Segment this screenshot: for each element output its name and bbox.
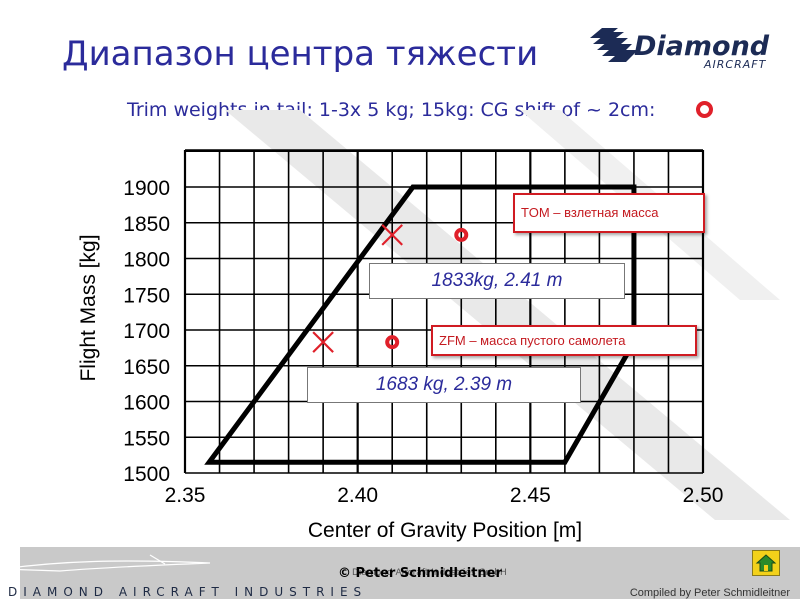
points-layer [312, 224, 469, 353]
footer: DIAMOND AIRCRAFT INDUSTRIES Diamond Airc… [0, 545, 800, 600]
tom-label-box: TOM – взлетная масса [513, 193, 705, 233]
x-tick-label: 2.40 [337, 484, 378, 507]
footer-compiled-by: Compiled by Peter Schmidleitner [629, 587, 790, 599]
cross-stroke [312, 331, 334, 353]
tom-circle-marker [454, 227, 469, 242]
diamond-logo-icon [590, 28, 638, 62]
cg-envelope-outline [204, 184, 637, 465]
footer-brand: DIAMOND AIRCRAFT INDUSTRIES [8, 585, 368, 599]
y-tick-label: 1550 [123, 427, 170, 450]
home-button[interactable] [752, 550, 780, 576]
home-icon [755, 554, 777, 572]
slide-title: Диапазон центра тяжести [62, 34, 539, 74]
y-tick-label: 1500 [123, 463, 170, 486]
y-axis-label: Flight Mass [kg] [77, 234, 100, 381]
y-tick-label: 1700 [123, 320, 170, 343]
footer-copyright: © Peter Schmidleitner [338, 566, 502, 581]
zfm-circle-marker [385, 335, 400, 350]
logo-sub-text: AIRCRAFT [703, 58, 767, 71]
watermark-diagonal [225, 110, 790, 520]
zfm-label-box: ZFM – масса пустого самолета [431, 325, 697, 356]
tom-cross-marker [381, 224, 403, 246]
y-tick-label: 1800 [123, 249, 170, 272]
y-tick-label: 1850 [123, 213, 170, 236]
cg-envelope-chart: 1500 1550 1600 1650 1700 1750 1800 1850 1900 2.35… [77, 110, 790, 542]
y-tick-label: 1750 [123, 284, 170, 307]
zfm-value-box: 1683 kg, 2.39 m [307, 367, 581, 403]
footer-company-text: Diamond Aircraft Industries GmbH [352, 568, 507, 578]
x-tick-label: 2.50 [683, 484, 724, 507]
x-tick-label: 2.45 [510, 484, 551, 507]
logo-brand-text: Diamond [634, 31, 770, 62]
envelope-layer [204, 184, 637, 465]
x-axis-label: Center of Gravity Position [m] [308, 519, 582, 542]
y-tick-label: 1600 [123, 392, 170, 415]
trim-shift-marker [696, 101, 713, 118]
chart-tick-labels: 1500 1550 1600 1650 1700 1750 1800 1850 1900 2.35… [123, 177, 723, 507]
cross-stroke [381, 224, 403, 246]
tom-value-box: 1833kg, 2.41 m [369, 263, 625, 299]
x-tick-label: 2.35 [165, 484, 206, 507]
diamond-aircraft-logo: Diamond AIRCRAFT [590, 28, 770, 71]
aircraft-silhouette-icon [1, 554, 211, 572]
y-tick-label: 1900 [123, 177, 170, 200]
zfm-cross-marker [312, 331, 334, 353]
y-tick-label: 1650 [123, 356, 170, 379]
watermark-band [225, 110, 790, 520]
